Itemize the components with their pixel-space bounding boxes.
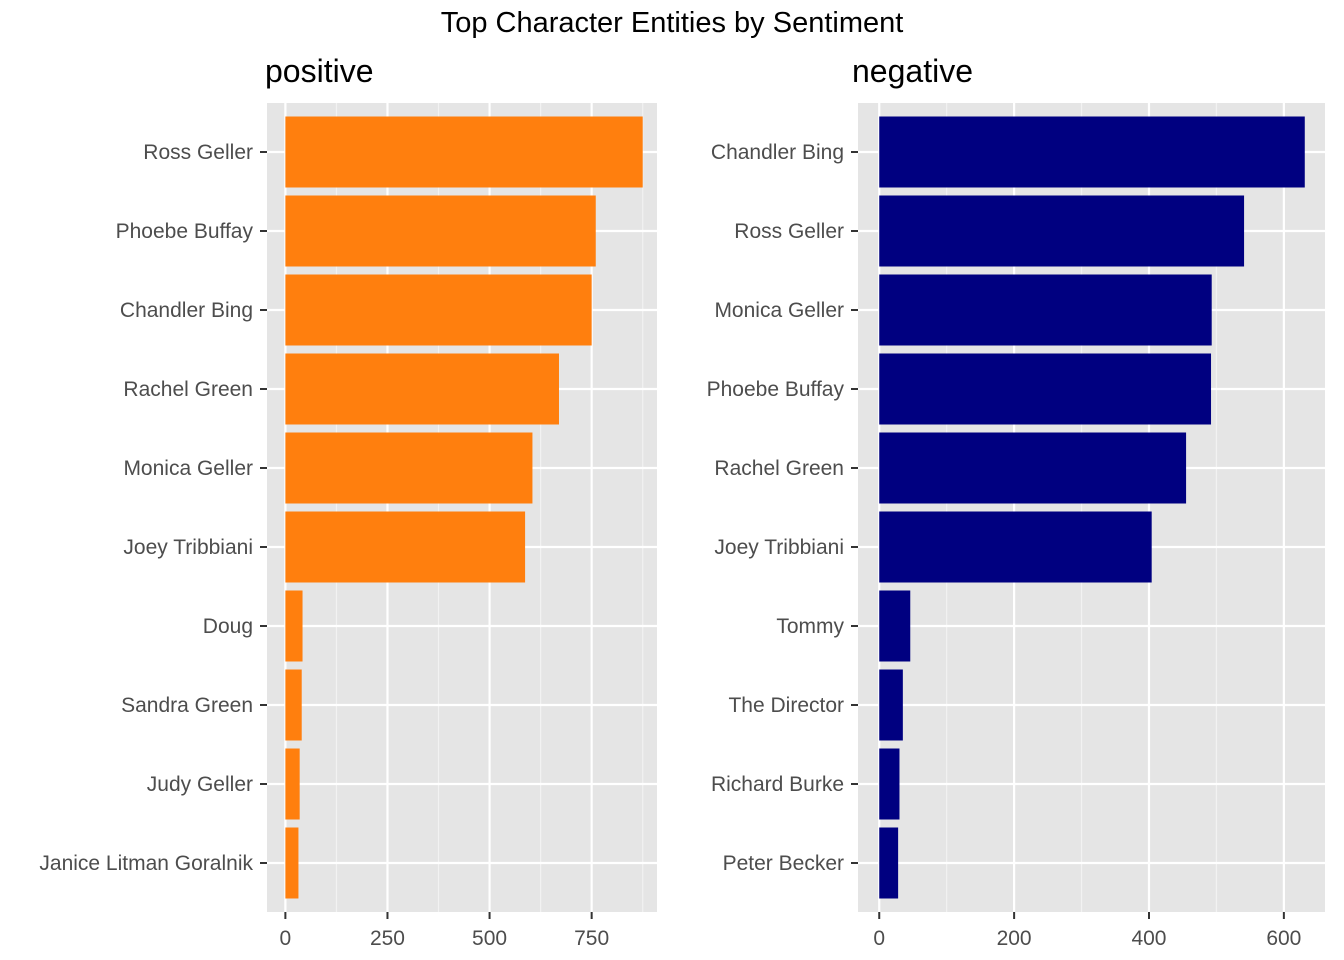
bar-chandler-bing (285, 274, 592, 346)
y-tick-label: Phoebe Buffay (707, 378, 845, 401)
bar-monica-geller (285, 432, 533, 504)
x-tick-label: 400 (1131, 927, 1166, 950)
y-tick-label: Tommy (776, 615, 844, 638)
y-tick-label: Ross Geller (143, 141, 253, 164)
x-tick-label: 0 (280, 927, 292, 950)
y-tick-label: Phoebe Buffay (116, 220, 254, 243)
bar-joey-tribbiani (879, 511, 1152, 583)
y-tick-label: The Director (728, 694, 844, 717)
y-tick-label: Rachel Green (714, 457, 844, 480)
panel-positive: Ross Geller Phoebe Buffay Chandler Bing Rac… (39, 53, 657, 950)
y-tick-label: Joey Tribbiani (714, 536, 844, 559)
y-tick-label: Janice Litman Goralnik (39, 852, 253, 875)
y-tick-label: Sandra Green (121, 694, 253, 717)
bar-janice-litman-goralnik (285, 827, 299, 899)
y-tick-label: Joey Tribbiani (123, 536, 253, 559)
bar-monica-geller (879, 274, 1212, 346)
y-tick-label: Ross Geller (734, 220, 844, 243)
x-tick-label: 250 (370, 927, 405, 950)
y-tick-label: Judy Geller (147, 773, 253, 796)
bar-ross-geller (879, 195, 1245, 267)
bar-doug (285, 590, 303, 662)
bar-rachel-green (285, 353, 559, 425)
bar-peter-becker (879, 827, 899, 899)
bar-phoebe-buffay (879, 353, 1212, 425)
bar-phoebe-buffay (285, 195, 596, 267)
y-tick-label: Chandler Bing (120, 299, 253, 322)
panel-title: negative (852, 53, 973, 89)
bar-the-director (879, 669, 903, 741)
chart-title: Top Character Entities by Sentiment (441, 7, 904, 39)
x-tick-label: 0 (873, 927, 885, 950)
bar-rachel-green (879, 432, 1187, 504)
y-tick-label: Monica Geller (714, 299, 844, 322)
y-tick-label: Peter Becker (723, 852, 844, 875)
bar-sandra-green (285, 669, 302, 741)
bar-judy-geller (285, 748, 300, 820)
bar-richard-burke (879, 748, 900, 820)
bar-chandler-bing (879, 116, 1305, 188)
panel-negative: Chandler Bing Ross Geller Monica Geller Pho… (707, 53, 1325, 950)
y-tick-label: Rachel Green (123, 378, 253, 401)
x-tick-label: 600 (1266, 927, 1301, 950)
x-tick-label: 200 (997, 927, 1032, 950)
x-tick-label: 500 (472, 927, 507, 950)
panel-title: positive (265, 53, 374, 89)
bar-tommy (879, 590, 911, 662)
y-tick-label: Chandler Bing (711, 141, 844, 164)
bar-joey-tribbiani (285, 511, 526, 583)
x-tick-label: 750 (574, 927, 609, 950)
y-tick-label: Richard Burke (711, 773, 844, 796)
bar-ross-geller (285, 116, 643, 188)
y-tick-label: Doug (203, 615, 253, 638)
y-tick-label: Monica Geller (123, 457, 253, 480)
